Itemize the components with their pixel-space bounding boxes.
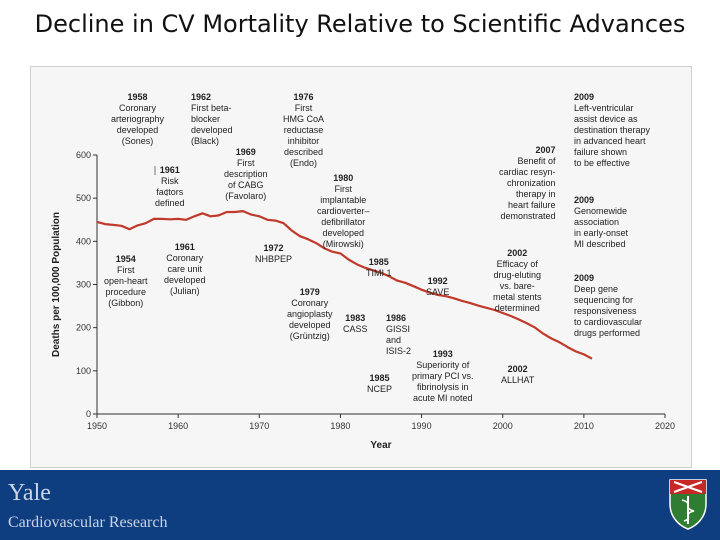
annotation-text: Coronary angioplasty developed (Grüntzig… — [287, 298, 333, 341]
y-tick-label: 0 — [86, 409, 91, 419]
annotation-text: NHBPEP — [255, 254, 293, 264]
x-tick-label: 1980 — [330, 421, 350, 431]
annotation-year: 1986 — [386, 313, 407, 323]
footer-department-name: Cardiovascular Research — [8, 514, 168, 531]
annotation-1962: 1962 First beta- blocker developed (Black… — [191, 92, 233, 147]
x-tick-label: 2020 — [655, 421, 675, 431]
annotation-year: 1972 — [263, 243, 284, 253]
y-tick-label: 100 — [76, 366, 91, 376]
annotation-year: 2002 — [507, 248, 528, 258]
slide-title: Decline in CV Mortality Relative to Scie… — [34, 10, 686, 38]
annotation-2002: 2002 ALLHAT — [501, 364, 534, 386]
annotation-text: First implantable cardioverter– defibril… — [317, 184, 370, 249]
annotation-2009: 2009 Deep gene sequencing for responsiven… — [574, 273, 642, 339]
annotation-1972: 1972 NHBPEP — [255, 243, 292, 265]
x-tick-label: 1990 — [412, 421, 432, 431]
annotation-year: 1962 — [191, 92, 212, 102]
annotation-1961: 1961 Risk factors defined — [155, 165, 185, 209]
annotation-text: SAVE — [426, 287, 450, 297]
y-tick-label: 400 — [76, 236, 91, 246]
annotation-text: Left-ventricular assist device as destin… — [574, 103, 651, 168]
annotation-text: Coronary care unit developed (Julian) — [164, 253, 206, 296]
annotation-year: 1985 — [369, 373, 390, 383]
series — [96, 210, 593, 360]
annotation-1979: 1979 Coronary angioplasty developed (Grün… — [287, 287, 333, 342]
annotation-1980: 1980 First implantable cardioverter– defi… — [317, 173, 370, 250]
chart-panel: 1950 1960 1970 1980 1990 2000 2010 2020 0 100 200 3… — [30, 66, 692, 468]
y-tick-label: 600 — [76, 150, 91, 160]
annotation-text: Efficacy of drug-eluting vs. bare- metal… — [493, 259, 542, 313]
annotation-year: 1980 — [333, 173, 354, 183]
annotation-text: First open-heart procedure (Gibbon) — [104, 265, 148, 308]
annotation-year: 1979 — [299, 287, 320, 297]
mortality-line — [96, 210, 593, 360]
annotation-1985: 1985 TIMI 1 — [366, 257, 392, 279]
annotation-text: GISSI and ISIS-2 — [386, 324, 412, 356]
annotation-1992: 1992 SAVE — [426, 276, 449, 298]
annotation-2002: 2002 Efficacy of drug-eluting vs. bare- m… — [493, 248, 542, 314]
annotation-year: 2009 — [574, 195, 595, 205]
annotation-text: Genomewide association in early-onset MI… — [574, 206, 629, 249]
annotation-1969: 1969 First description of CABG (Favolaro) — [224, 147, 268, 202]
annotation-year: 1961 — [174, 242, 195, 252]
ticks: 1950 1960 1970 1980 1990 2000 2010 2020 0 100 200 3… — [76, 150, 675, 431]
footer-institution-name: Yale — [8, 480, 51, 506]
annotation-1954: 1954 First open-heart procedure (Gibbon) — [104, 254, 148, 309]
annotation-text: First HMG CoA reductase inhibitor descri… — [283, 103, 325, 168]
annotation-1983: 1983 CASS — [343, 313, 368, 335]
annotation-year: 2009 — [574, 273, 595, 283]
x-axis-title: Year — [370, 440, 391, 451]
leader-lines — [154, 166, 168, 196]
annotation-text: Deep gene sequencing for responsiveness … — [574, 284, 643, 338]
annotation-1993: 1993 Superiority of primary PCI vs. fibri… — [412, 349, 474, 404]
yale-medicine-shield-icon — [669, 479, 707, 530]
annotation-text: Superiority of primary PCI vs. fibrinoly… — [412, 360, 474, 403]
annotation-1976: 1976 First HMG CoA reductase inhibitor de… — [283, 92, 324, 169]
annotation-text: First description of CABG (Favolaro) — [224, 158, 268, 201]
mortality-chart: 1950 1960 1970 1980 1990 2000 2010 2020 0 100 200 3… — [51, 150, 675, 451]
annotation-1958: 1958 Coronary arteriography developed (So… — [111, 92, 164, 147]
annotation-year: 1958 — [127, 92, 148, 102]
annotation-year: 1983 — [345, 313, 366, 323]
y-tick-label: 200 — [76, 323, 91, 333]
annotation-text: TIMI 1 — [366, 268, 392, 278]
annotation-year: 2009 — [574, 92, 595, 102]
annotation-year: 2007 — [535, 145, 556, 155]
annotation-text: Risk factors defined — [155, 176, 185, 208]
annotation-year: 1993 — [432, 349, 453, 359]
annotation-year: 1961 — [159, 165, 180, 175]
x-tick-label: 2010 — [574, 421, 594, 431]
y-axis-title: Deaths per 100,000 Population — [51, 212, 62, 357]
annotation-year: 1976 — [293, 92, 314, 102]
annotation-2009: 2009 Left-ventricular assist device as de… — [574, 92, 650, 169]
annotation-year: 2002 — [507, 364, 528, 374]
x-tick-label: 1970 — [249, 421, 269, 431]
annotation-year: 1969 — [235, 147, 256, 157]
annotation-2009: 2009 Genomewide association in early-onse… — [574, 195, 628, 250]
annotation-text: Coronary arteriography developed (Sones) — [111, 103, 165, 146]
annotation-year: 1985 — [368, 257, 389, 267]
x-tick-label: 1960 — [168, 421, 188, 431]
x-tick-label: 1950 — [87, 421, 107, 431]
annotation-1986: 1986 GISSI and ISIS-2 — [386, 313, 411, 357]
annotation-2007: 2007 Benefit of cardiac resyn- chronizati… — [499, 145, 556, 222]
annotation-text: NCEP — [367, 384, 393, 394]
footer-bar: Yale Cardiovascular Research — [0, 470, 720, 540]
annotation-year: 1992 — [427, 276, 448, 286]
x-tick-label: 2000 — [493, 421, 513, 431]
annotation-text: First beta- blocker developed (Black) — [191, 103, 233, 146]
y-tick-label: 500 — [76, 193, 91, 203]
annotation-text: CASS — [343, 324, 368, 334]
y-tick-label: 300 — [76, 280, 91, 290]
annotation-year: 1954 — [115, 254, 136, 264]
annotation-1985: 1985 NCEP — [367, 373, 392, 395]
annotation-text: ALLHAT — [501, 375, 535, 385]
annotation-1961: 1961 Coronary care unit developed (Julian… — [164, 242, 206, 297]
annotation-text: Benefit of cardiac resyn- chronization t… — [499, 156, 556, 221]
